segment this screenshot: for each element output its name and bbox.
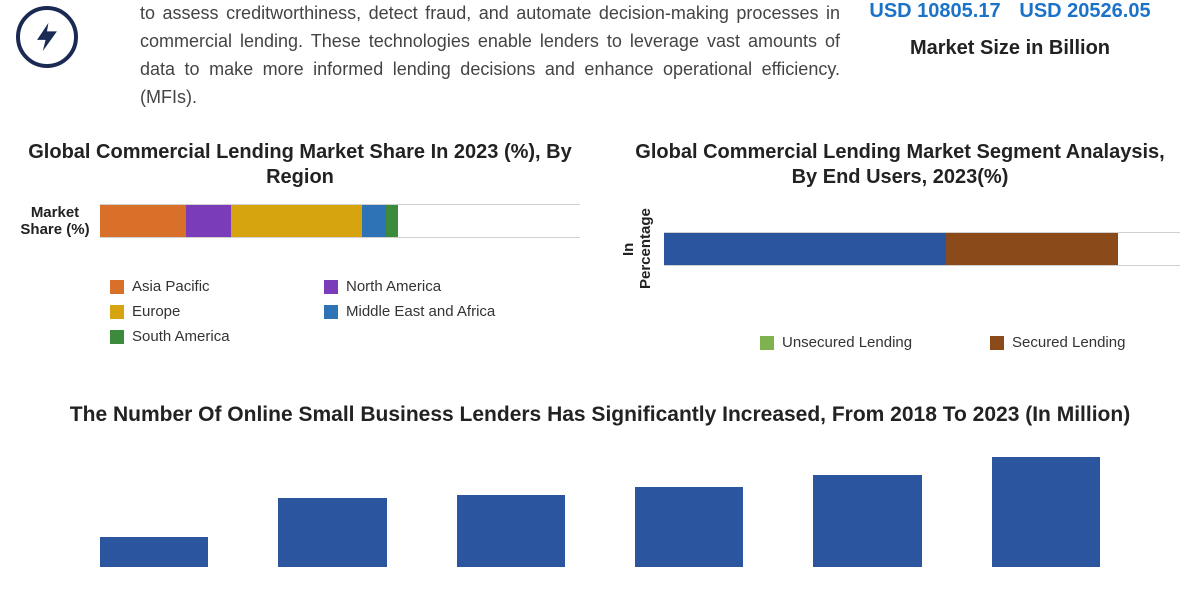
legend-swatch (990, 336, 1004, 350)
vbar-0 (100, 537, 208, 567)
region-chart-bar (100, 204, 580, 238)
description-text: to assess creditworthiness, detect fraud… (140, 0, 840, 112)
legend-swatch (760, 336, 774, 350)
vbar-3 (635, 487, 743, 567)
lightning-icon (30, 20, 64, 54)
enduser-seg-unsecured-lending (664, 233, 946, 265)
metric-caption: Market Size in Billion (860, 37, 1160, 60)
legend-label: Asia Pacific (132, 278, 210, 295)
legend-label: Europe (132, 303, 180, 320)
legend-label: Secured Lending (1012, 334, 1125, 351)
enduser-chart-title: Global Commercial Lending Market Segment… (620, 140, 1180, 190)
region-chart: Global Commercial Lending Market Share I… (0, 140, 600, 370)
legend-label: Unsecured Lending (782, 334, 912, 351)
region-chart-title: Global Commercial Lending Market Share I… (20, 140, 580, 190)
enduser-chart-bar (664, 232, 1180, 266)
legend-swatch (324, 305, 338, 319)
legend-swatch (324, 280, 338, 294)
brand-logo (16, 6, 78, 68)
enduser-chart-ylabel: In Percentage (620, 204, 654, 294)
online-lenders-chart: The Number Of Online Small Business Lend… (0, 400, 1200, 567)
region-seg-north-america (186, 205, 231, 237)
online-lenders-title: The Number Of Online Small Business Lend… (0, 400, 1200, 429)
legend-label: South America (132, 328, 230, 345)
market-size-metrics: USD 10805.17 USD 20526.05 Market Size in… (860, 0, 1160, 60)
legend-label: North America (346, 278, 441, 295)
region-seg-south-america (386, 205, 398, 237)
metric-value-b: USD 20526.05 (1019, 0, 1150, 23)
vbar-1 (278, 498, 386, 568)
enduser-seg-secured-lending (946, 233, 1119, 265)
legend-item: Secured Lending (990, 334, 1170, 351)
legend-swatch (110, 280, 124, 294)
vbar-2 (457, 495, 565, 567)
region-seg-middle-east-and-africa (362, 205, 386, 237)
region-chart-ylabel: Market Share (%) (20, 204, 90, 238)
vbar-5 (992, 457, 1100, 567)
legend-item: Asia Pacific (110, 278, 290, 295)
legend-item: Unsecured Lending (760, 334, 940, 351)
online-lenders-bars (0, 447, 1200, 567)
region-seg-europe (231, 205, 362, 237)
enduser-chart: Global Commercial Lending Market Segment… (600, 140, 1200, 370)
legend-item: Middle East and Africa (324, 303, 504, 320)
charts-row: Global Commercial Lending Market Share I… (0, 140, 1200, 370)
legend-item: Europe (110, 303, 290, 320)
region-seg-asia-pacific (100, 205, 186, 237)
region-chart-legend: Asia Pacific North America Europe Middle Ea… (20, 278, 580, 345)
vbar-4 (813, 475, 921, 567)
legend-swatch (110, 305, 124, 319)
legend-label: Middle East and Africa (346, 303, 495, 320)
legend-item: South America (110, 328, 290, 345)
metric-value-a: USD 10805.17 (869, 0, 1000, 23)
legend-swatch (110, 330, 124, 344)
legend-item: North America (324, 278, 504, 295)
enduser-chart-legend: Unsecured Lending Secured Lending (620, 334, 1180, 351)
